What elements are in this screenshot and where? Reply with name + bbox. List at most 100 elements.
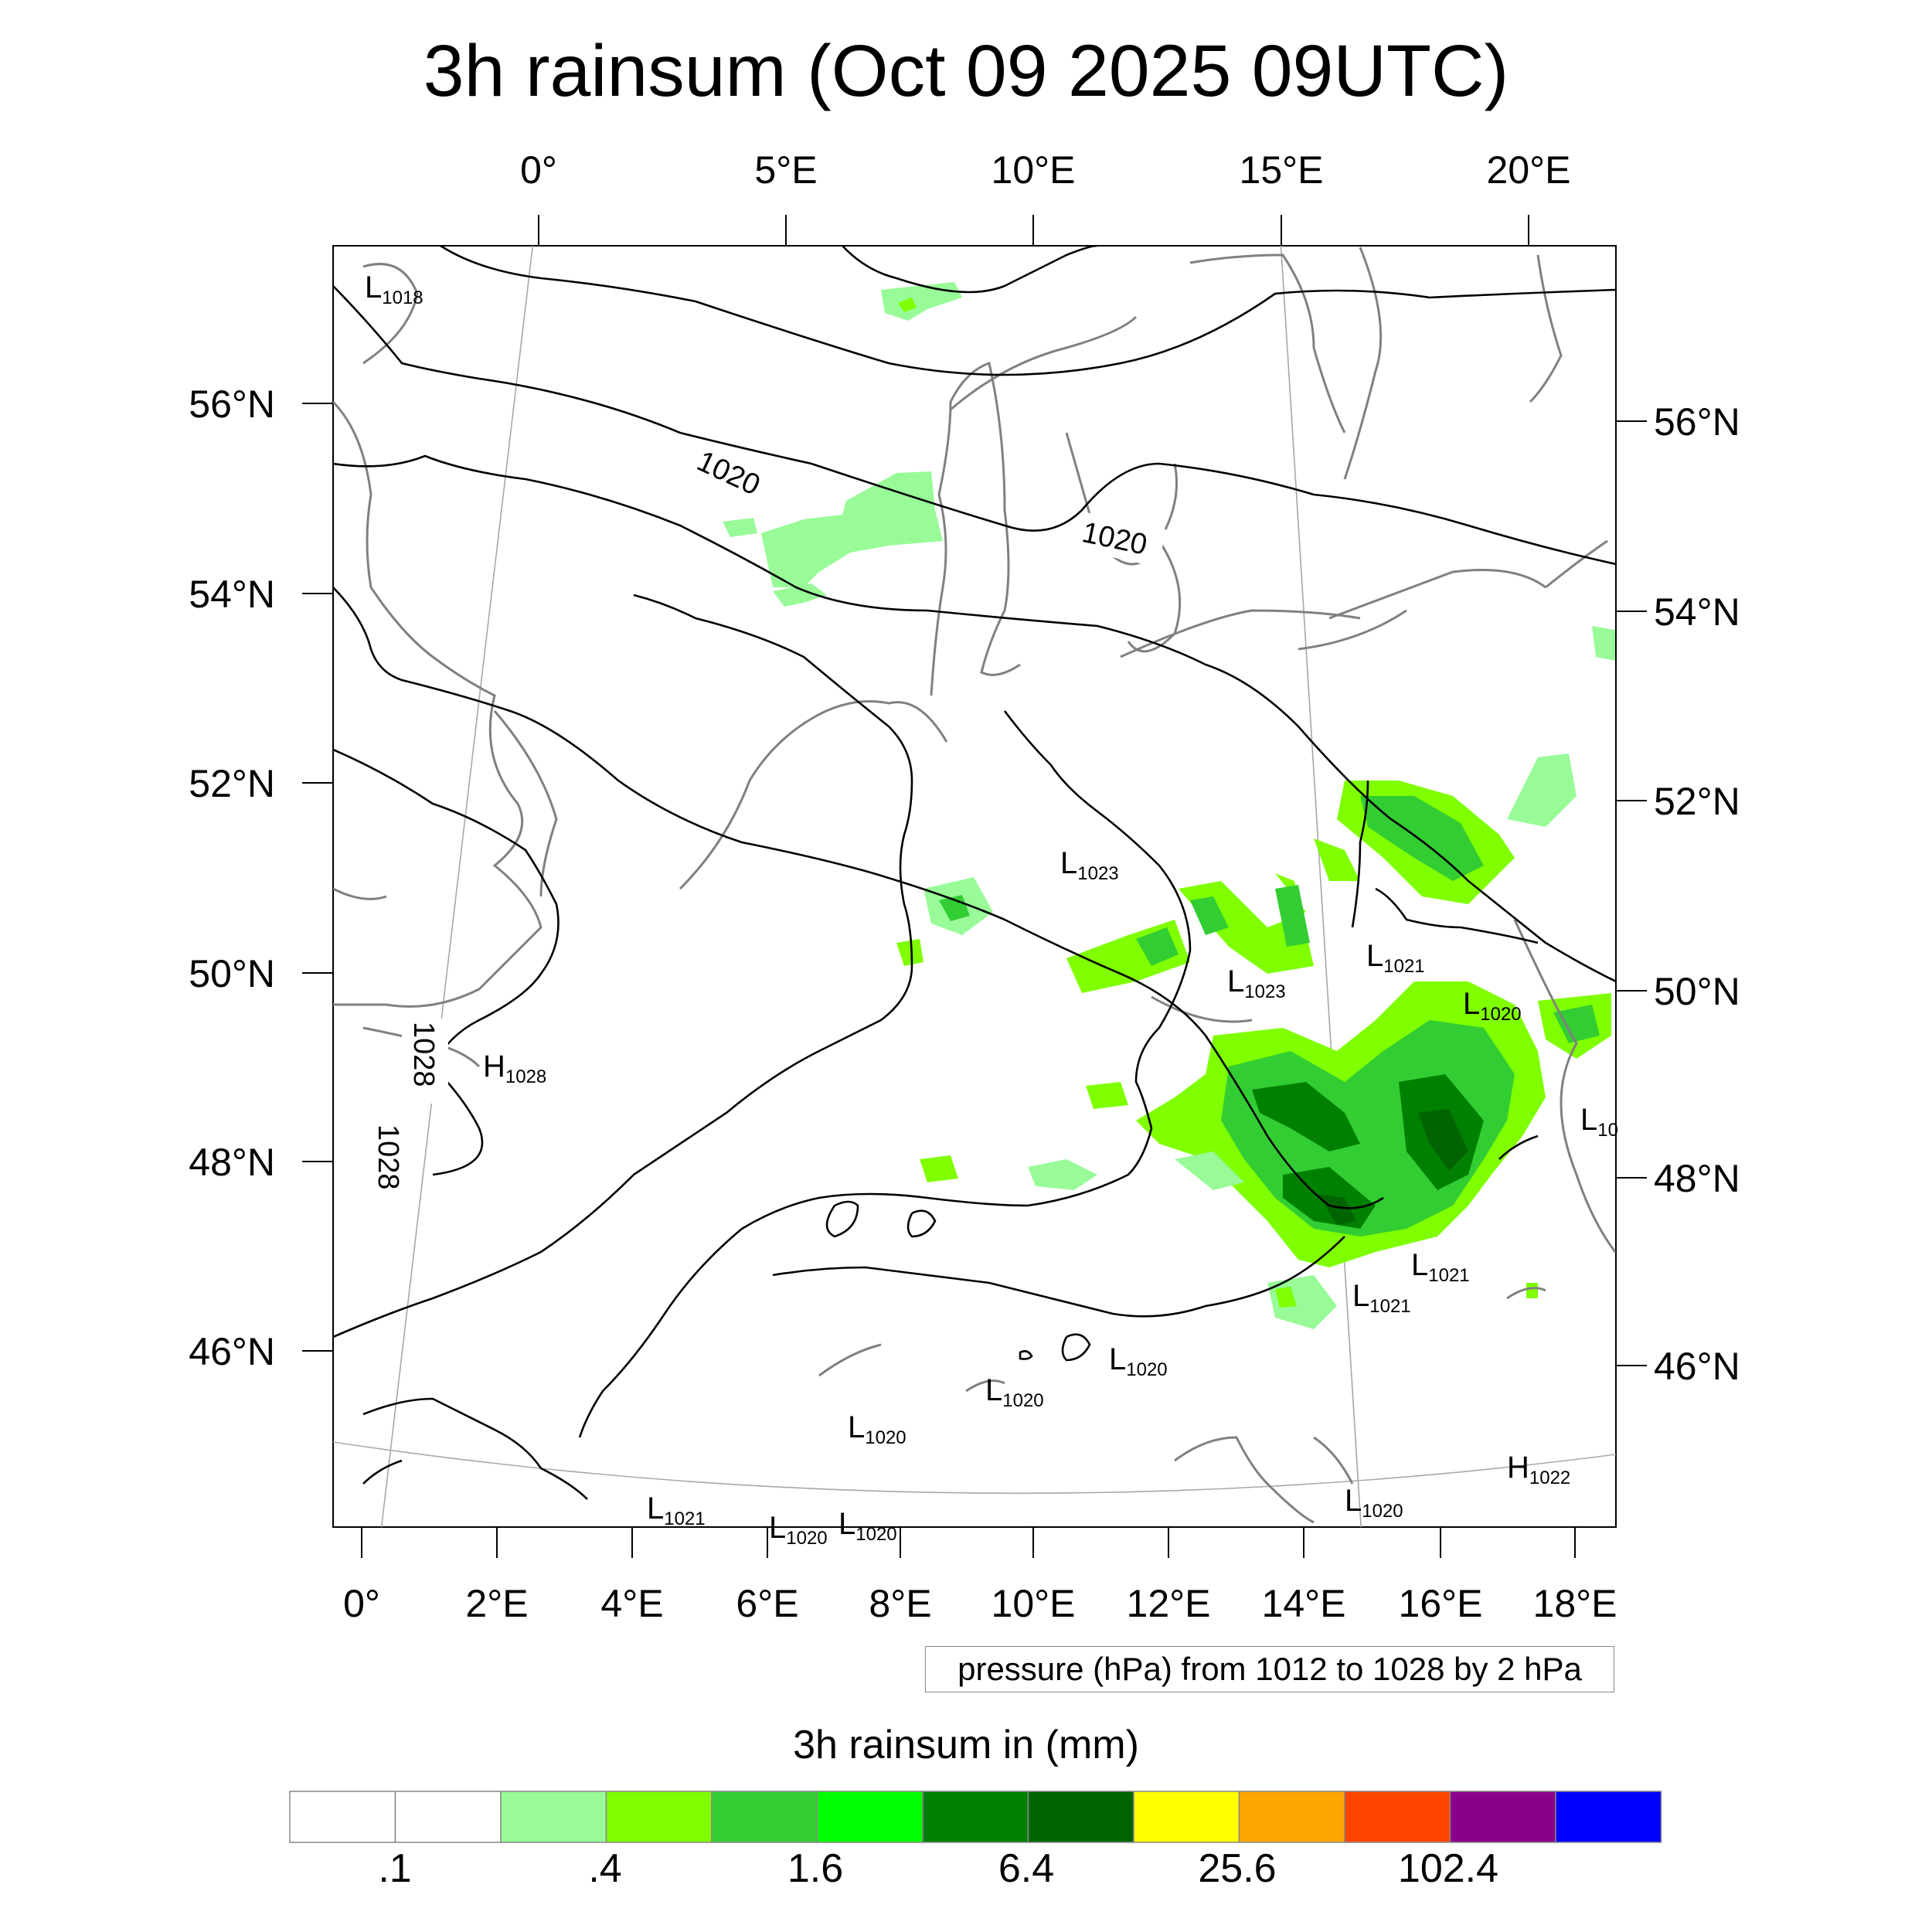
lon-label-bottom: 16°E (1399, 1582, 1483, 1625)
lat-label-left: 48°N (189, 1141, 275, 1184)
rain-patch (1418, 1109, 1468, 1171)
lat-label-left: 46°N (189, 1330, 275, 1373)
pressure-center-type: L (1411, 1248, 1428, 1282)
lon-label-bottom: 6°E (736, 1582, 798, 1625)
lon-label-top: 15°E (1240, 148, 1324, 192)
lat-label-left: 52°N (189, 762, 275, 805)
rain-patch (898, 298, 917, 312)
pressure-center-type: L (1463, 987, 1480, 1021)
pressure-center-type: L (1227, 964, 1244, 998)
rain-patch (1190, 896, 1229, 935)
rain-patch (1553, 1005, 1600, 1043)
rain-patch (1175, 1151, 1244, 1190)
pressure-center-type: L (1366, 939, 1383, 973)
pressure-center: L10 (1580, 1103, 1618, 1141)
pressure-center-type: L (838, 1507, 855, 1541)
pressure-center: L1020 (1345, 1484, 1403, 1522)
pressure-center: L1021 (647, 1492, 706, 1529)
pressure-center: L1020 (985, 1373, 1044, 1411)
lon-label-top: 20°E (1487, 148, 1571, 192)
isobar-label: 1028 (407, 1022, 440, 1087)
pressure-center: H1022 (1507, 1451, 1570, 1488)
map-title: 3h rainsum (Oct 09 2025 09UTC) (423, 30, 1509, 112)
coastlines (333, 247, 1616, 1524)
lon-label-top: 0° (520, 148, 557, 192)
rain-patch (1314, 838, 1360, 881)
lat-label-right: 56°N (1654, 400, 1740, 444)
pressure-center-value: 1020 (1126, 1359, 1167, 1380)
rain-patch (939, 895, 970, 921)
pressure-center-value: 1020 (786, 1528, 827, 1549)
pressure-center: L1023 (1060, 846, 1119, 884)
pressure-center-value: 10 (1597, 1120, 1618, 1141)
rain-patch (1526, 1283, 1538, 1298)
axis-ticks (302, 215, 1647, 1558)
isobars (333, 246, 1616, 1500)
pressure-center: L1018 (365, 270, 423, 308)
pressure-center: L1020 (838, 1507, 897, 1545)
pressure-center-value: 1028 (505, 1066, 546, 1087)
pressure-center: L1020 (1463, 987, 1522, 1025)
rain-patch (1360, 796, 1484, 881)
lat-label-left: 56°N (189, 383, 275, 426)
lat-label-right: 48°N (1654, 1157, 1740, 1200)
pressure-center-value: 1020 (1362, 1501, 1403, 1522)
pressure-center-type: L (1060, 846, 1077, 880)
rain-patch (1028, 1159, 1097, 1190)
pressure-center-type: L (647, 1492, 664, 1526)
lat-label-right: 46°N (1654, 1345, 1740, 1388)
pressure-center-type: L (1352, 1279, 1369, 1313)
pressure-center-type: L (769, 1511, 786, 1545)
rain-patch (881, 282, 962, 321)
pressure-center: L1020 (1109, 1342, 1168, 1380)
lat-label-left: 50°N (189, 952, 275, 995)
pressure-center: L1020 (848, 1410, 906, 1448)
pressure-center: H1028 (483, 1049, 546, 1087)
lat-label-left: 54°N (189, 573, 275, 616)
pressure-center-type: H (1507, 1451, 1529, 1485)
pressure-center-type: H (483, 1049, 505, 1083)
isobar-label: 1028 (372, 1124, 404, 1190)
lon-label-bottom: 0° (343, 1582, 380, 1625)
pressure-center-value: 1020 (855, 1524, 896, 1545)
lat-label-right: 50°N (1654, 970, 1740, 1013)
pressure-center-value: 1020 (1480, 1004, 1521, 1025)
graticule (333, 246, 1616, 1527)
rain-patch (1592, 626, 1615, 661)
lon-label-bottom: 2°E (465, 1582, 528, 1625)
pressure-center-value: 1023 (1244, 981, 1285, 1002)
lat-label-right: 54°N (1654, 590, 1740, 634)
lon-label-top: 10°E (992, 148, 1076, 192)
lon-label-top: 5°E (754, 148, 817, 192)
pressure-center: L1021 (1352, 1279, 1411, 1317)
rain-patch (1275, 885, 1310, 947)
lon-label-bottom: 18°E (1533, 1582, 1617, 1625)
rain-patch (761, 471, 943, 587)
pressure-center-value: 1020 (1002, 1390, 1043, 1411)
pressure-center-type: L (848, 1410, 865, 1444)
lon-label-bottom: 4°E (600, 1582, 663, 1625)
rain-patch (723, 518, 757, 537)
contour-info-note: pressure (hPa) from 1012 to 1028 by 2 hP… (925, 1646, 1614, 1692)
pressure-center: L1023 (1227, 964, 1286, 1002)
lon-label-bottom: 8°E (869, 1582, 931, 1625)
colorbar-title: 3h rainsum in (mm) (793, 1723, 1139, 1767)
pressure-center-value: 1021 (1383, 956, 1424, 977)
lon-label-bottom: 12°E (1127, 1582, 1211, 1625)
rain-patch (1136, 927, 1179, 966)
pressure-center-type: L (1345, 1484, 1362, 1518)
pressure-center: L1021 (1366, 939, 1425, 977)
rain-patch (920, 1155, 958, 1182)
pressure-center-type: L (365, 270, 382, 304)
pressure-center-value: 1018 (382, 287, 423, 308)
rain-patch (1507, 753, 1577, 827)
rain-patch (1252, 1082, 1360, 1151)
lon-label-bottom: 10°E (992, 1582, 1076, 1625)
rain-patch (1086, 1082, 1128, 1109)
pressure-center-value: 1022 (1529, 1468, 1570, 1488)
pressure-center-type: L (1109, 1342, 1126, 1376)
lon-label-bottom: 14°E (1262, 1582, 1346, 1625)
pressure-center-value: 1021 (1428, 1265, 1469, 1286)
rain-patch (896, 939, 923, 966)
